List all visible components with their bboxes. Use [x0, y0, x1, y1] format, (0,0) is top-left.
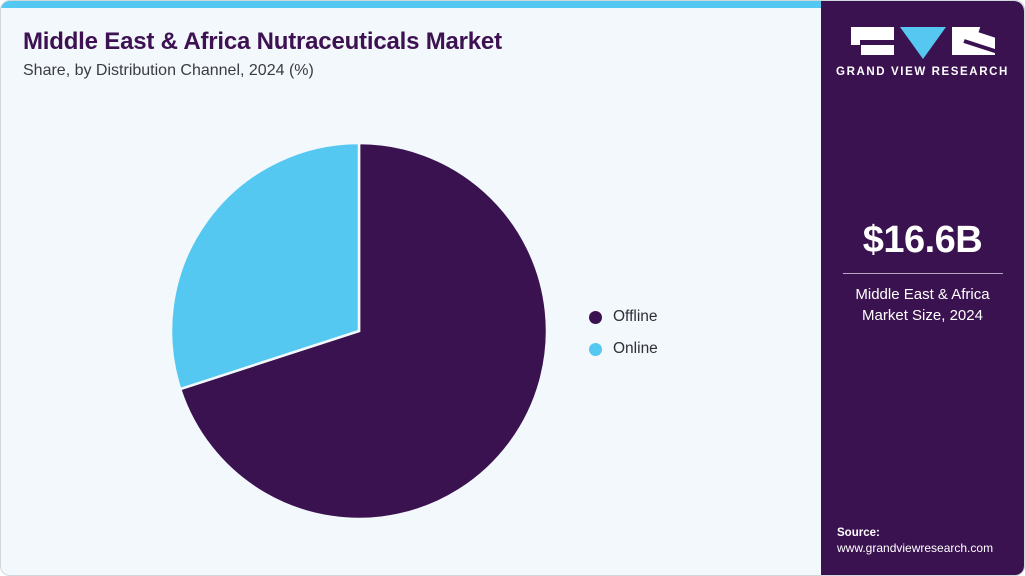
pie-slice-online[interactable] — [169, 141, 361, 391]
logo-letter-marks — [821, 27, 1024, 59]
source-label: Source: — [837, 527, 880, 539]
logo-wordmark: GRAND VIEW RESEARCH — [836, 66, 1009, 78]
legend-swatch-online — [589, 342, 602, 356]
source-block: Source: www.grandviewresearch.com — [837, 527, 993, 555]
logo-letter-g-icon — [850, 27, 894, 55]
logo-letter-v-icon — [899, 27, 946, 59]
brand-sidebar: GRAND VIEW RESEARCH $16.6B Middle East &… — [821, 1, 1024, 575]
legend-item-online[interactable]: Online — [589, 340, 658, 358]
page-title: Middle East & Africa Nutraceuticals Mark… — [23, 28, 502, 55]
source-url[interactable]: www.grandviewresearch.com — [837, 541, 994, 555]
pie-chart-svg — [169, 141, 549, 521]
market-size-caption: Middle East & Africa Market Size, 2024 — [855, 286, 990, 324]
pie-slice-offline[interactable] — [178, 141, 549, 521]
legend-item-offline[interactable]: Offline — [589, 308, 658, 326]
market-size-callout: $16.6B Middle East & Africa Market Size,… — [821, 219, 1024, 326]
page-subtitle: Share, by Distribution Channel, 2024 (%) — [23, 62, 314, 79]
market-size-value: $16.6B — [862, 219, 983, 261]
chart-legend: Offline Online — [589, 308, 658, 358]
pie-chart — [169, 141, 549, 521]
callout-divider — [842, 273, 1003, 274]
chart-panel: Middle East & Africa Nutraceuticals Mark… — [1, 8, 823, 575]
top-accent-bar — [1, 1, 826, 8]
logo-letter-r-icon — [951, 27, 995, 55]
legend-swatch-offline — [589, 310, 602, 324]
brand-logo: GRAND VIEW RESEARCH — [821, 27, 1024, 78]
legend-label-online: Online — [613, 340, 658, 357]
legend-label-offline: Offline — [613, 308, 658, 325]
pie-slice-group — [169, 141, 549, 521]
